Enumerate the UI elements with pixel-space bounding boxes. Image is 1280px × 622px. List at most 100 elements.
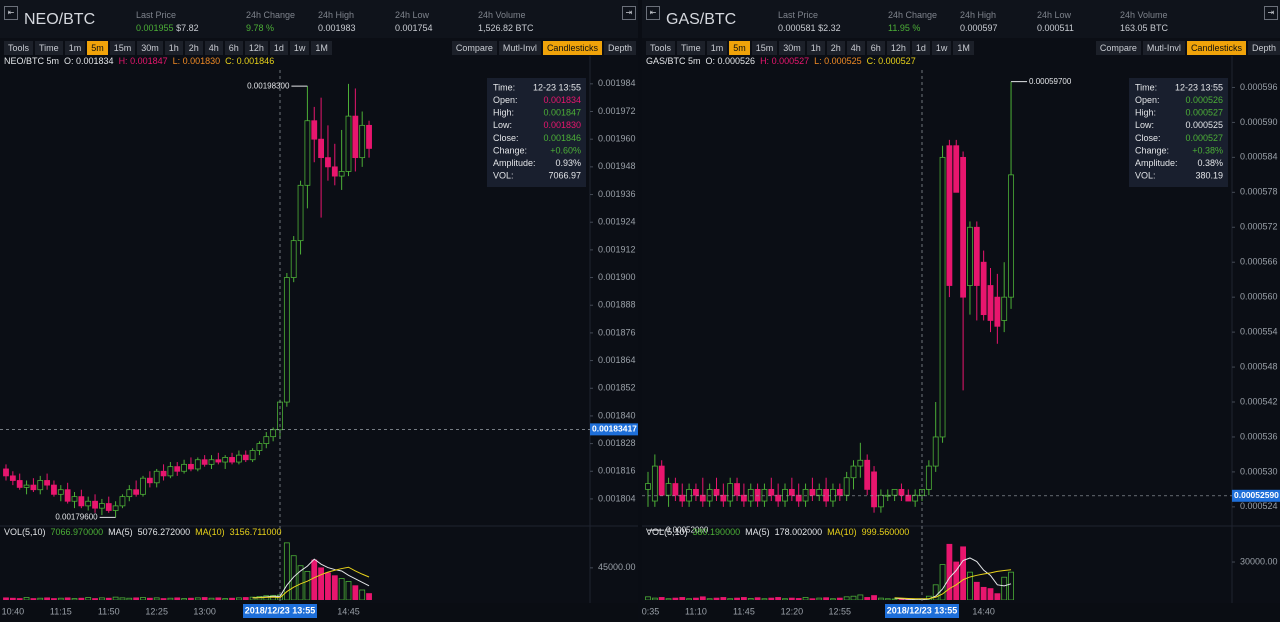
candle-body bbox=[44, 480, 50, 486]
candle-body bbox=[174, 466, 181, 472]
volume-bar bbox=[706, 598, 713, 600]
volume-bar bbox=[99, 597, 105, 600]
tooltip-value: 380.19 bbox=[1195, 171, 1223, 181]
toolbar-button[interactable]: 1M bbox=[953, 41, 974, 55]
vol-tick-label: 45000.00 bbox=[598, 562, 636, 572]
toolbar-button[interactable]: 5m bbox=[729, 41, 750, 55]
candle-body bbox=[802, 488, 809, 502]
volume-bar bbox=[119, 597, 126, 600]
toolbar-button[interactable]: 1d bbox=[269, 41, 288, 55]
toolbar-button[interactable]: 1m bbox=[706, 41, 728, 55]
volume-bar bbox=[658, 597, 665, 600]
volume-bar bbox=[651, 597, 658, 600]
candle-body bbox=[967, 226, 973, 286]
stat-row: 0.000581 $2.32 bbox=[778, 22, 841, 35]
candle-body bbox=[898, 488, 905, 496]
toolbar-button[interactable]: Time bbox=[677, 41, 705, 55]
toolbar-button[interactable]: 12h bbox=[244, 41, 268, 55]
toolbar-button[interactable]: 4h bbox=[204, 41, 223, 55]
y-tick-label: 0.000554 bbox=[1240, 326, 1278, 336]
vol-legend-item: 7066.970000 bbox=[51, 527, 104, 537]
tooltip-value: 0.001846 bbox=[543, 133, 581, 143]
toolbar-button[interactable]: Mutl-Invl bbox=[1142, 41, 1185, 55]
toolbar-button[interactable]: 1w bbox=[289, 41, 310, 55]
toolbar-button[interactable]: Compare bbox=[451, 41, 497, 55]
toolbar-button[interactable]: Candlesticks bbox=[1186, 41, 1246, 55]
stat-value: 0.000581 bbox=[778, 23, 816, 33]
toolbar-button[interactable]: 30m bbox=[779, 41, 805, 55]
stat-value: 0.001955 bbox=[136, 23, 174, 33]
stat-sub: $7.82 bbox=[176, 23, 199, 33]
candle-body bbox=[30, 484, 37, 491]
toolbar-button[interactable]: Depth bbox=[1247, 41, 1280, 55]
ma-line bbox=[894, 569, 1012, 600]
candle-body bbox=[188, 463, 194, 470]
toolbar-button[interactable]: 6h bbox=[224, 41, 243, 55]
toolbar-button[interactable]: Candlesticks bbox=[542, 41, 602, 55]
candle-body bbox=[160, 470, 167, 477]
toolbar-button[interactable]: 2h bbox=[184, 41, 203, 55]
y-tick-label: 0.001864 bbox=[598, 355, 636, 365]
y-tick-label: 0.001948 bbox=[598, 161, 636, 171]
candle-body bbox=[215, 459, 222, 463]
toolbar-button[interactable]: Depth bbox=[603, 41, 636, 55]
candle-body bbox=[843, 477, 850, 496]
candle-body bbox=[270, 429, 277, 438]
volume-bar bbox=[37, 597, 44, 600]
candle-body bbox=[153, 470, 160, 484]
y-tick-label: 0.001972 bbox=[598, 106, 636, 116]
toolbar-button[interactable]: Compare bbox=[1095, 41, 1141, 55]
candle-body bbox=[105, 503, 112, 511]
annotation-label: 0.00179600 bbox=[55, 512, 98, 521]
candle-body bbox=[693, 488, 699, 496]
candle-body bbox=[788, 488, 795, 496]
stat-label: Last Price bbox=[778, 10, 819, 20]
volume-bar bbox=[338, 578, 345, 600]
toolbar-button[interactable]: 12h bbox=[886, 41, 910, 55]
toolbar-button[interactable]: Mutl-Invl bbox=[498, 41, 541, 55]
toolbar-button[interactable]: 1m bbox=[64, 41, 86, 55]
candle-body bbox=[658, 465, 665, 496]
candle-body bbox=[775, 494, 782, 502]
candle-body bbox=[768, 488, 775, 496]
toolbar-button[interactable]: Time bbox=[35, 41, 63, 55]
expand-icon[interactable]: ⇥ bbox=[1264, 6, 1278, 20]
vol-legend-item: MA(5) bbox=[108, 527, 133, 537]
candle-body bbox=[720, 494, 727, 502]
toolbar-button[interactable]: 2h bbox=[826, 41, 845, 55]
toolbar-button[interactable]: 4h bbox=[846, 41, 865, 55]
toolbar-button[interactable]: Tools bbox=[646, 41, 676, 55]
candle-body bbox=[912, 494, 919, 502]
toolbar-button[interactable]: 1h bbox=[164, 41, 183, 55]
volume-bar bbox=[51, 598, 57, 600]
symbol: GAS/BTC bbox=[666, 11, 737, 28]
candle-body bbox=[706, 488, 713, 502]
ohlc-item: C: 0.000527 bbox=[867, 56, 916, 66]
toolbar-button[interactable]: 30m bbox=[137, 41, 163, 55]
toolbar-button[interactable]: Tools bbox=[4, 41, 34, 55]
candle-body bbox=[283, 277, 290, 403]
toolbar-button[interactable]: 15m bbox=[751, 41, 778, 55]
volume-bar bbox=[645, 596, 651, 600]
ohlc-legend: NEO/BTC 5m O: 0.001834 H: 0.001847 L: 0.001… bbox=[4, 56, 274, 66]
volume-bar bbox=[249, 596, 256, 600]
y-tick-label: 0.001804 bbox=[598, 493, 636, 503]
toolbar-button[interactable]: 1w bbox=[931, 41, 952, 55]
collapse-icon[interactable]: ⇤ bbox=[4, 6, 18, 20]
plot bbox=[645, 81, 1014, 600]
toolbar-button[interactable]: 1d bbox=[911, 41, 930, 55]
collapse-icon[interactable]: ⇤ bbox=[646, 6, 660, 20]
candle-body bbox=[816, 488, 823, 496]
candle-body bbox=[3, 468, 9, 477]
toolbar-button[interactable]: 1h bbox=[806, 41, 825, 55]
toolbar-button[interactable]: 5m bbox=[87, 41, 108, 55]
candle-body bbox=[980, 261, 987, 316]
toolbar-button[interactable]: 1M bbox=[311, 41, 332, 55]
toolbar-button[interactable]: 6h bbox=[866, 41, 885, 55]
tooltip-value: 0.000526 bbox=[1185, 95, 1223, 105]
volume-bar bbox=[57, 597, 64, 600]
vol-legend-item: 380.190000 bbox=[693, 527, 741, 537]
candle-body bbox=[57, 489, 64, 495]
toolbar-button[interactable]: 15m bbox=[109, 41, 136, 55]
expand-icon[interactable]: ⇥ bbox=[622, 6, 636, 20]
